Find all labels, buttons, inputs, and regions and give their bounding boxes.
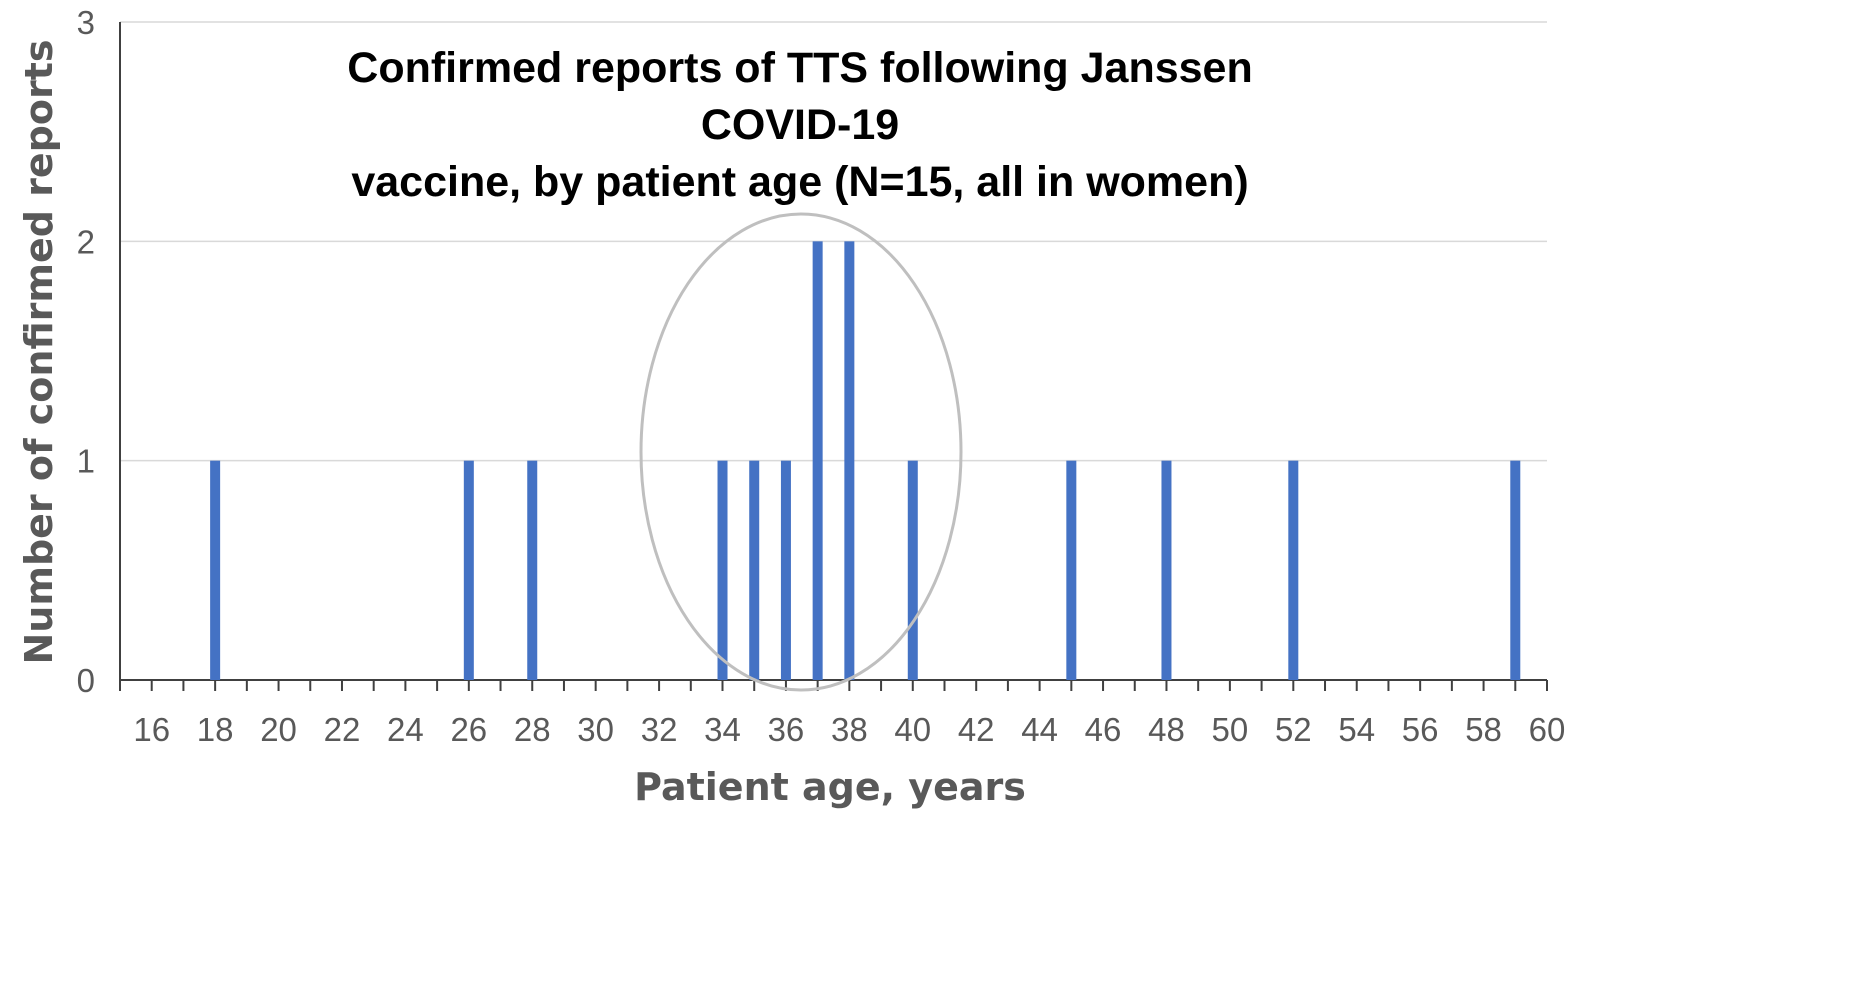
x-tick-label-54: 54 [1338, 711, 1375, 748]
chart-title-line-1: Confirmed reports of TTS following Janss… [347, 44, 1253, 149]
x-axis-title: Patient age, years [634, 765, 1026, 809]
bar-age-40 [907, 460, 918, 680]
bar-age-35 [749, 460, 760, 680]
bar-age-28 [527, 460, 538, 680]
x-tick-label-20: 20 [260, 711, 297, 748]
x-tick-labels: 16 18 20 22 24 26 28 30 32 34 36 38 40 42 44 46 48 50 52 54… [133, 711, 1565, 748]
x-tick-label-52: 52 [1275, 711, 1312, 748]
y-tick-label-2: 2 [77, 223, 95, 260]
x-tick-label-36: 36 [768, 711, 805, 748]
x-tick-label-34: 34 [704, 711, 741, 748]
bar-age-52 [1288, 460, 1299, 680]
highlight-ellipse [639, 212, 963, 692]
x-tick-label-56: 56 [1402, 711, 1439, 748]
x-tick-label-16: 16 [133, 711, 170, 748]
x-tick-label-44: 44 [1021, 711, 1058, 748]
chart-title-line-2: vaccine, by patient age (N=15, all in wo… [351, 158, 1249, 206]
bar-age-48 [1161, 460, 1172, 680]
y-tick-labels: 0 1 2 3 [77, 4, 95, 699]
bar-age-59 [1510, 460, 1521, 680]
bar-age-34 [717, 460, 728, 680]
x-axis-ticks [119, 680, 1548, 691]
bar-age-36 [780, 460, 791, 680]
x-tick-label-60: 60 [1529, 711, 1566, 748]
bar-age-26 [463, 460, 474, 680]
bars [210, 241, 1521, 681]
x-tick-label-50: 50 [1212, 711, 1249, 748]
x-tick-label-48: 48 [1148, 711, 1185, 748]
bar-age-18 [210, 460, 221, 680]
bar-age-45 [1066, 460, 1077, 680]
x-tick-label-24: 24 [387, 711, 424, 748]
bar-age-37 [812, 241, 823, 681]
x-tick-label-40: 40 [894, 711, 931, 748]
bar-age-38 [844, 241, 855, 681]
x-tick-label-28: 28 [514, 711, 551, 748]
x-tick-label-58: 58 [1465, 711, 1502, 748]
x-tick-label-22: 22 [324, 711, 361, 748]
x-tick-label-30: 30 [577, 711, 614, 748]
y-tick-label-0: 0 [77, 662, 95, 699]
x-tick-label-42: 42 [958, 711, 995, 748]
y-tick-label-1: 1 [77, 443, 95, 480]
x-tick-label-32: 32 [641, 711, 678, 748]
x-tick-label-38: 38 [831, 711, 868, 748]
x-tick-label-46: 46 [1085, 711, 1122, 748]
y-tick-label-3: 3 [77, 4, 95, 41]
y-axis-title: Number of confirmed reports [17, 40, 61, 665]
axes [119, 22, 1547, 681]
x-tick-label-26: 26 [450, 711, 487, 748]
chart-title: Confirmed reports of TTS following Janss… [300, 40, 1300, 211]
gridlines [120, 21, 1547, 462]
x-tick-label-18: 18 [197, 711, 234, 748]
